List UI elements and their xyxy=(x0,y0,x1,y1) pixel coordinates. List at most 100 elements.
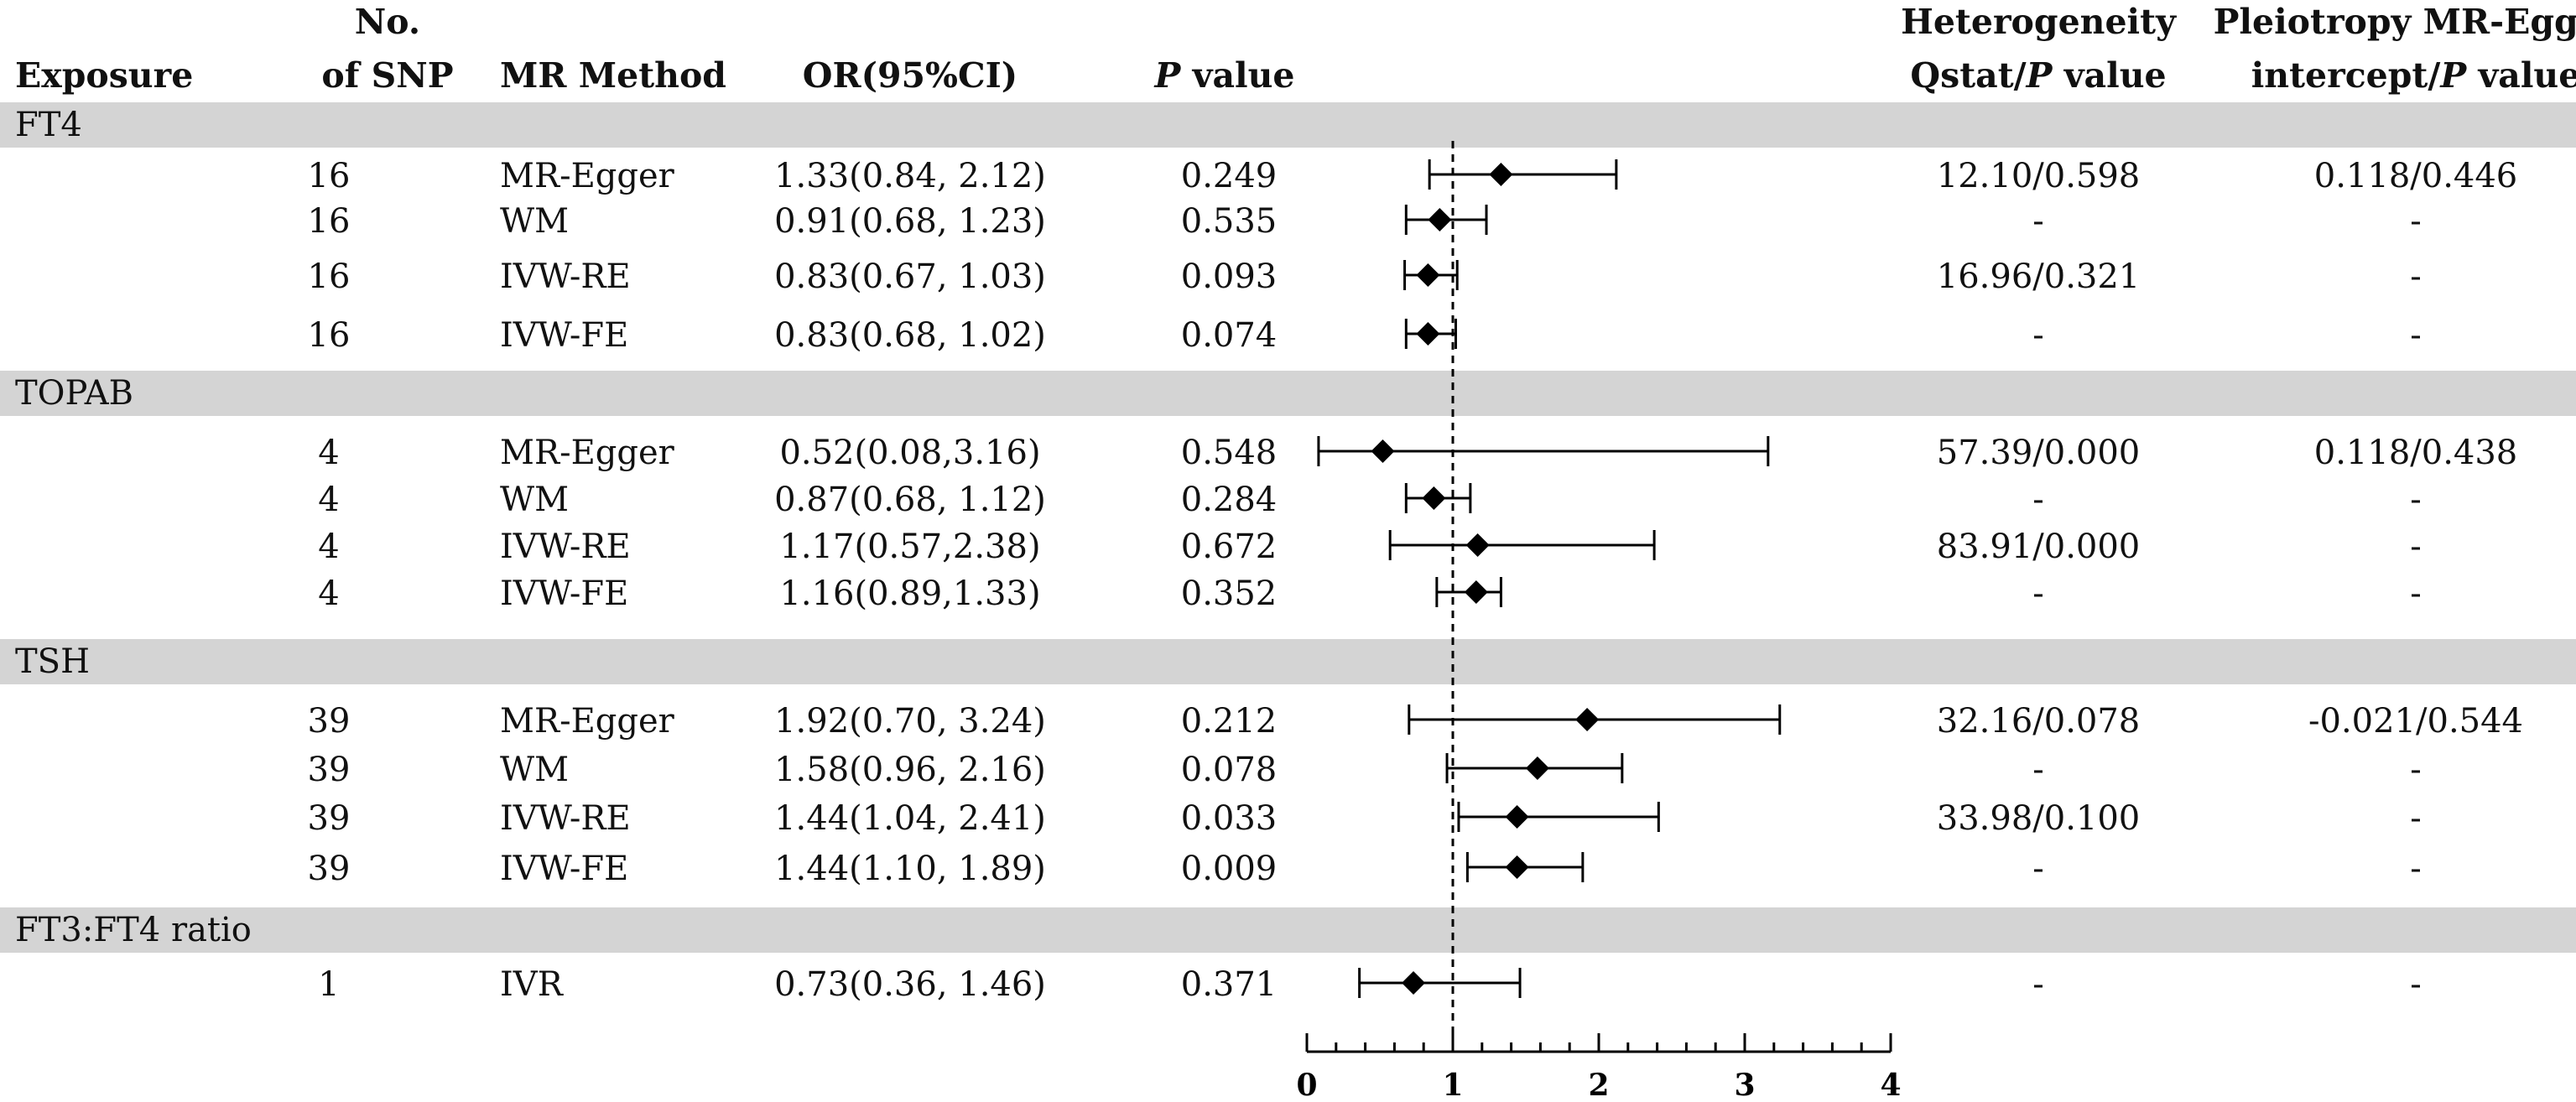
cell-p-value: 0.284 xyxy=(1180,481,1278,519)
cell-p-value: 0.212 xyxy=(1180,702,1278,741)
cell-method: IVR xyxy=(500,965,563,1004)
cell-snp: 1 xyxy=(318,965,340,1004)
point-estimate-diamond xyxy=(1465,533,1490,557)
cell-method: MR-Egger xyxy=(500,434,674,472)
cell-heterogeneity: - xyxy=(2032,202,2044,241)
point-estimate-diamond xyxy=(1428,208,1452,231)
cell-method: MR-Egger xyxy=(500,157,674,195)
cell-heterogeneity: 32.16/0.078 xyxy=(1936,702,2141,741)
cell-pleiotropy: - xyxy=(2410,257,2422,296)
header-snp-line1: No. xyxy=(354,2,421,42)
cell-snp: 39 xyxy=(307,799,351,838)
cell-method: WM xyxy=(500,481,570,519)
cell-method: IVW-RE xyxy=(500,257,631,296)
header-het-p: P xyxy=(2026,55,2053,96)
cell-or-ci: 1.33(0.84, 2.12) xyxy=(774,157,1046,195)
cell-pleiotropy: - xyxy=(2410,751,2422,789)
cell-pleiotropy: - xyxy=(2410,799,2422,838)
cell-p-value: 0.093 xyxy=(1180,257,1278,296)
cell-p-value: 0.078 xyxy=(1180,751,1278,789)
group-band-ft3-ft4 xyxy=(0,907,2576,953)
header-het-b: value xyxy=(2052,55,2167,96)
cell-snp: 16 xyxy=(307,316,351,355)
cell-method: IVW-FE xyxy=(500,574,629,613)
cell-snp: 4 xyxy=(318,481,340,519)
cell-pleiotropy: - xyxy=(2410,481,2422,519)
point-estimate-diamond xyxy=(1505,855,1529,879)
cell-snp: 16 xyxy=(307,257,351,296)
cell-method: MR-Egger xyxy=(500,702,674,741)
cell-or-ci: 0.83(0.67, 1.03) xyxy=(774,257,1046,296)
cell-heterogeneity: - xyxy=(2032,850,2044,888)
cell-snp: 39 xyxy=(307,751,351,789)
cell-or-ci: 1.44(1.04, 2.41) xyxy=(774,799,1046,838)
group-label-ft3-ft4: FT3:FT4 ratio xyxy=(15,911,252,949)
cell-pleiotropy: 0.118/0.438 xyxy=(2313,434,2518,472)
cell-p-value: 0.535 xyxy=(1180,202,1278,241)
cell-heterogeneity: - xyxy=(2032,965,2044,1004)
cell-or-ci: 1.58(0.96, 2.16) xyxy=(774,751,1046,789)
group-label-topab: TOPAB xyxy=(15,374,133,413)
header-pleio-a: intercept/ xyxy=(2251,55,2441,96)
point-estimate-diamond xyxy=(1416,322,1440,346)
header-het-line2: Qstat/P value xyxy=(1910,55,2166,96)
cell-heterogeneity: 57.39/0.000 xyxy=(1936,434,2141,472)
x-tick-label: 0 xyxy=(1296,1068,1317,1102)
cell-p-value: 0.074 xyxy=(1180,316,1278,355)
cell-or-ci: 0.87(0.68, 1.12) xyxy=(774,481,1046,519)
cell-pleiotropy: - xyxy=(2410,850,2422,888)
cell-snp: 16 xyxy=(307,157,351,195)
cell-pleiotropy: - xyxy=(2410,202,2422,241)
header-snp-line2: of SNP xyxy=(321,55,454,96)
cell-method: IVW-FE xyxy=(500,850,629,888)
header-pleio-p: P xyxy=(2440,55,2467,96)
cell-snp: 16 xyxy=(307,202,351,241)
header-pleio-b: value xyxy=(2466,55,2576,96)
cell-p-value: 0.371 xyxy=(1180,965,1278,1004)
cell-pleiotropy: - xyxy=(2410,574,2422,613)
x-tick-label: 2 xyxy=(1588,1068,1609,1102)
header-or-ci: OR(95%CI) xyxy=(802,55,1018,96)
header-het-a: Qstat/ xyxy=(1910,55,2027,96)
cell-heterogeneity: - xyxy=(2032,316,2044,355)
cell-p-value: 0.033 xyxy=(1180,799,1278,838)
header-pleio-line1: Pleiotropy MR-Egger xyxy=(2213,2,2576,42)
point-estimate-diamond xyxy=(1464,580,1488,604)
group-band-topab xyxy=(0,371,2576,416)
point-estimate-diamond xyxy=(1525,756,1549,780)
point-estimate-diamond xyxy=(1575,708,1600,731)
point-estimate-diamond xyxy=(1505,805,1529,829)
cell-or-ci: 0.73(0.36, 1.46) xyxy=(774,965,1046,1004)
header-method: MR Method xyxy=(500,55,726,96)
cell-or-ci: 1.44(1.10, 1.89) xyxy=(774,850,1046,888)
cell-method: IVW-FE xyxy=(500,316,629,355)
cell-snp: 4 xyxy=(318,528,340,566)
point-estimate-diamond xyxy=(1402,971,1426,995)
header-exposure: Exposure xyxy=(15,55,194,96)
group-label-ft4: FT4 xyxy=(15,106,82,144)
cell-pleiotropy: -0.021/0.544 xyxy=(2308,702,2524,741)
cell-pleiotropy: - xyxy=(2410,965,2422,1004)
cell-or-ci: 1.16(0.89,1.33) xyxy=(779,574,1041,613)
cell-method: IVW-RE xyxy=(500,799,631,838)
header-het-line1: Heterogeneity xyxy=(1901,2,2176,42)
cell-pleiotropy: - xyxy=(2410,316,2422,355)
group-label-tsh: TSH xyxy=(15,642,90,681)
cell-pleiotropy: - xyxy=(2410,528,2422,566)
point-estimate-diamond xyxy=(1416,263,1440,287)
group-band-tsh xyxy=(0,639,2576,684)
point-estimate-diamond xyxy=(1422,486,1446,510)
cell-or-ci: 0.91(0.68, 1.23) xyxy=(774,202,1046,241)
cell-method: WM xyxy=(500,751,570,789)
cell-snp: 4 xyxy=(318,574,340,613)
cell-heterogeneity: 33.98/0.100 xyxy=(1936,799,2141,838)
header-p-italic: P xyxy=(1154,55,1181,96)
cell-snp: 39 xyxy=(307,702,351,741)
point-estimate-diamond xyxy=(1371,439,1395,463)
cell-p-value: 0.249 xyxy=(1180,157,1278,195)
cell-method: WM xyxy=(500,202,570,241)
x-tick-label: 3 xyxy=(1734,1068,1755,1102)
cell-or-ci: 0.83(0.68, 1.02) xyxy=(774,316,1046,355)
cell-heterogeneity: 12.10/0.598 xyxy=(1936,157,2141,195)
